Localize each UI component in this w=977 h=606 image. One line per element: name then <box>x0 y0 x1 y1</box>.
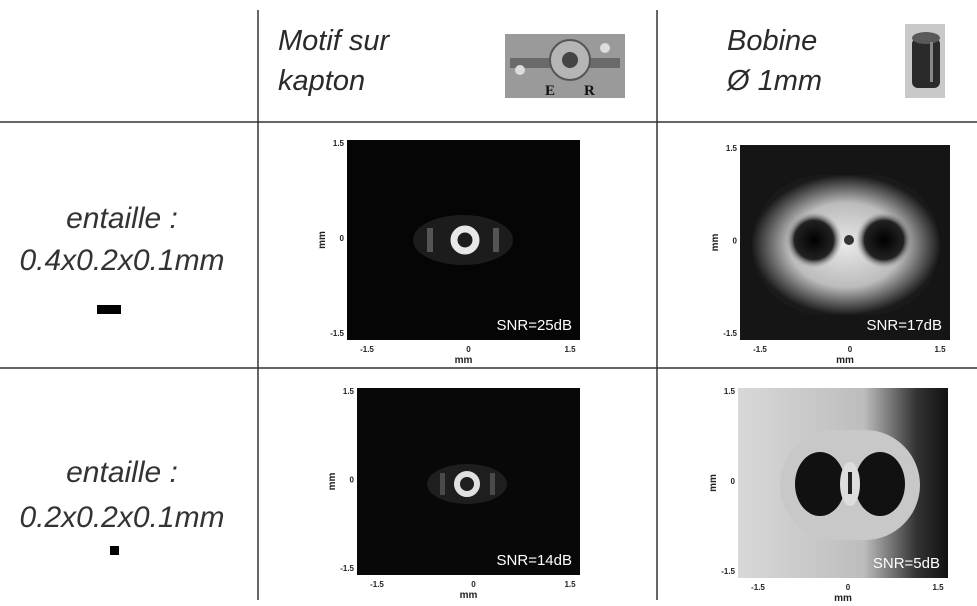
x-axis-label: mm <box>460 590 478 601</box>
x-axis-label: mm <box>836 355 854 366</box>
x-tick-label: -1.5 <box>360 345 374 354</box>
x-tick-label: 0 <box>466 345 471 354</box>
y-tick-label: 0 <box>340 234 345 243</box>
plot-image <box>347 140 580 340</box>
column-header: Motif sur <box>278 25 391 57</box>
y-tick-label: 0 <box>733 237 738 246</box>
svg-text:E: E <box>545 83 555 99</box>
x-tick-label: 1.5 <box>564 580 576 589</box>
y-axis-label: mm <box>317 231 328 249</box>
snr-label: SNR=14dB <box>497 552 572 569</box>
y-axis-label: mm <box>708 474 719 492</box>
notch-icon <box>110 546 119 555</box>
plot-image <box>357 388 580 575</box>
x-tick-label: 0 <box>848 345 853 354</box>
y-axis-label: mm <box>710 234 721 252</box>
row-label: 0.2x0.2x0.1mm <box>19 501 224 534</box>
x-tick-label: -1.5 <box>751 583 765 592</box>
x-axis-label: mm <box>834 593 852 604</box>
y-tick-label: -1.5 <box>330 329 344 338</box>
y-tick-label: 1.5 <box>726 144 738 153</box>
x-tick-label: 1.5 <box>564 345 576 354</box>
y-axis-label: mm <box>327 473 338 491</box>
comparison-table: E R Motif sur kapton Bobine <box>0 0 977 606</box>
plot-image <box>738 388 948 578</box>
x-tick-label: 0 <box>846 583 851 592</box>
kapton-icon: E R <box>505 34 625 99</box>
y-tick-label: 0 <box>731 477 736 486</box>
column-header: Bobine <box>727 25 817 57</box>
x-tick-label: 1.5 <box>932 583 944 592</box>
column-header: Ø 1mm <box>726 65 822 97</box>
column-header: kapton <box>278 65 365 97</box>
row-label: entaille : <box>66 456 178 489</box>
y-tick-label: 1.5 <box>724 387 736 396</box>
y-tick-label: -1.5 <box>721 567 735 576</box>
y-tick-label: 1.5 <box>333 139 345 148</box>
x-tick-label: 0 <box>471 580 476 589</box>
coil-icon <box>905 24 945 98</box>
snr-label: SNR=17dB <box>867 317 942 334</box>
snr-label: SNR=25dB <box>497 317 572 334</box>
row-label: 0.4x0.2x0.1mm <box>19 244 224 277</box>
y-tick-label: -1.5 <box>340 564 354 573</box>
plot-image <box>740 145 950 340</box>
notch-icon <box>97 305 121 314</box>
y-tick-label: 1.5 <box>343 387 355 396</box>
svg-text:R: R <box>584 83 595 99</box>
x-axis-label: mm <box>455 355 473 366</box>
y-tick-label: -1.5 <box>723 329 737 338</box>
snr-label: SNR=5dB <box>873 555 940 572</box>
x-tick-label: -1.5 <box>753 345 767 354</box>
y-tick-label: 0 <box>350 476 355 485</box>
x-tick-label: 1.5 <box>934 345 946 354</box>
row-label: entaille : <box>66 202 178 235</box>
x-tick-label: -1.5 <box>370 580 384 589</box>
